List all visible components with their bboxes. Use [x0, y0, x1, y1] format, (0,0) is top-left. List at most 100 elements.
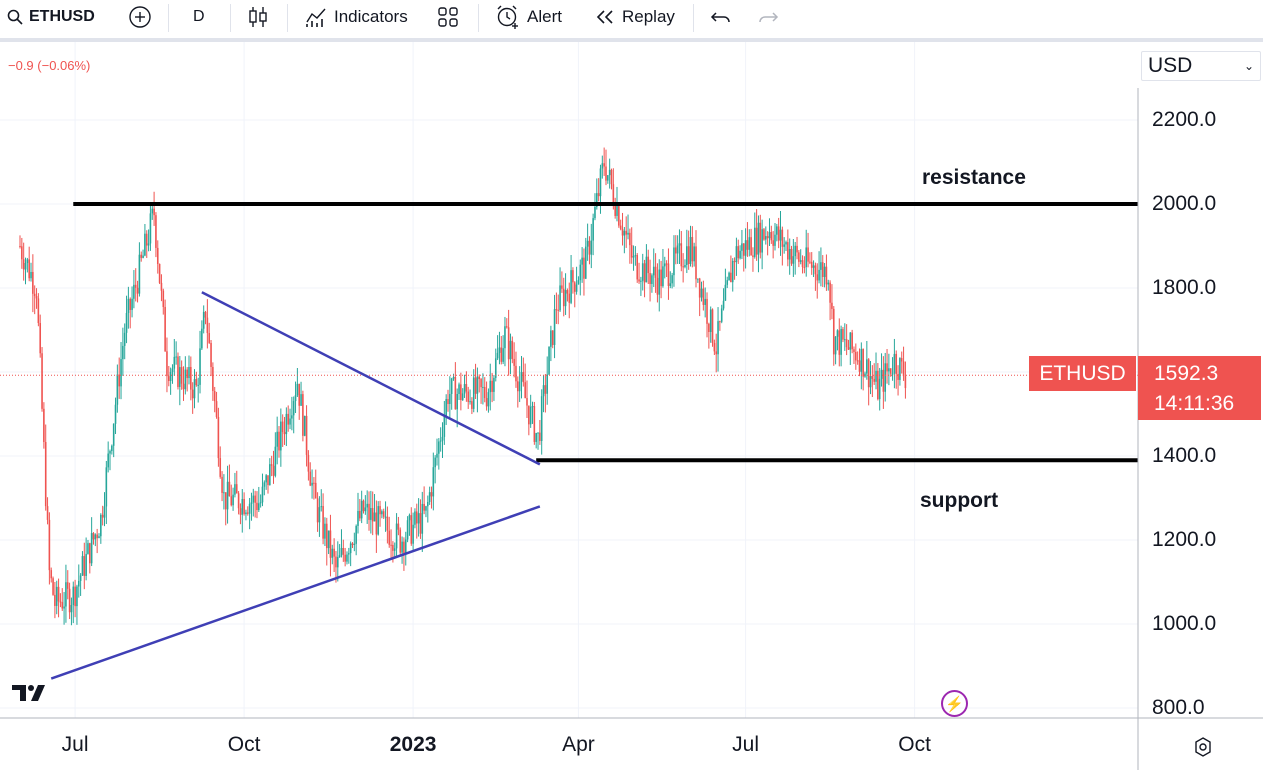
candle-body	[807, 247, 809, 262]
chevron-down-icon: ⌄	[1243, 59, 1254, 73]
candle-body	[232, 494, 234, 506]
candle-body	[348, 553, 350, 555]
symbol-search-button[interactable]: ETHUSD	[7, 0, 95, 34]
candle-body	[711, 309, 714, 343]
candle-body	[658, 269, 661, 295]
undo-button[interactable]	[710, 0, 732, 34]
candle-body	[469, 401, 471, 403]
candle-body	[449, 394, 451, 405]
chart-type-button[interactable]	[247, 0, 269, 34]
candle-body	[781, 229, 784, 247]
candle-body	[436, 453, 438, 458]
indicators-button[interactable]: Indicators	[304, 0, 408, 34]
candle-body	[270, 464, 273, 466]
alert-button[interactable]: Alert	[495, 0, 562, 34]
candle-body	[59, 601, 62, 603]
candle-body	[564, 290, 567, 307]
candle-body	[832, 308, 835, 355]
candle-body	[197, 384, 199, 386]
candle-body	[485, 398, 488, 407]
candle-body	[450, 378, 453, 395]
candle-body	[392, 544, 394, 551]
candle-body	[302, 394, 304, 436]
candle-body	[737, 246, 740, 259]
candle-body	[379, 506, 381, 515]
settings-icon[interactable]	[1193, 737, 1213, 757]
candle-body	[540, 396, 543, 441]
candle-body	[491, 380, 493, 392]
candle-body	[421, 503, 424, 534]
candle-body	[401, 541, 403, 553]
toolbar-border	[0, 38, 1263, 42]
candle-body	[26, 259, 29, 263]
time-tick-label: Jul	[732, 733, 760, 756]
candle-body	[158, 263, 161, 283]
candle-body	[575, 284, 578, 292]
layouts-button[interactable]	[437, 0, 459, 34]
candle-body	[663, 263, 666, 267]
candle-body	[452, 377, 455, 379]
candle-body	[544, 385, 547, 394]
candle-body	[632, 256, 635, 258]
compare-symbol-button[interactable]	[128, 0, 152, 34]
candle-body	[515, 365, 517, 382]
candle-body	[513, 358, 515, 366]
candle-body	[662, 266, 664, 287]
candle-body	[92, 533, 95, 540]
candle-body	[630, 245, 633, 258]
candle-body	[252, 495, 255, 503]
candle-body	[364, 507, 367, 512]
candle-body	[274, 446, 277, 476]
candle-body	[151, 208, 154, 214]
candle-body	[160, 282, 163, 291]
support-annotation[interactable]: support	[920, 489, 999, 512]
candle-body	[415, 511, 418, 524]
candle-body	[724, 284, 727, 301]
resistance-annotation[interactable]: resistance	[922, 166, 1026, 189]
candle-body	[478, 376, 481, 380]
candles	[0, 147, 1138, 626]
candle-body	[300, 394, 302, 406]
tradingview-logo-icon[interactable]	[12, 684, 50, 702]
search-icon	[7, 9, 23, 25]
candle-body	[182, 383, 185, 390]
ascending-trendline	[50, 505, 541, 680]
candle-body	[568, 293, 571, 303]
candle-body	[414, 511, 416, 525]
interval-button[interactable]: D	[193, 0, 205, 34]
candle-body	[313, 482, 315, 484]
candle-body	[856, 360, 859, 362]
candle-body	[570, 270, 572, 303]
candle-body	[360, 500, 363, 519]
lightning-icon[interactable]: ⚡	[941, 690, 968, 717]
candle-body	[656, 277, 659, 295]
candle-body	[338, 555, 341, 558]
price-tick-label: 1200.0	[1152, 528, 1217, 551]
candle-body	[381, 511, 383, 515]
candle-body	[412, 524, 414, 544]
candle-body	[340, 547, 343, 556]
candle-body	[755, 227, 758, 255]
candle-body	[103, 506, 106, 518]
time-tick-label: Oct	[227, 733, 261, 756]
candle-body	[553, 309, 556, 345]
candle-body	[46, 506, 49, 520]
candle-body	[546, 374, 549, 394]
redo-button[interactable]	[757, 0, 779, 34]
candle-body	[144, 233, 146, 256]
candle-body	[821, 262, 824, 277]
candle-body	[886, 363, 888, 372]
candle-body	[788, 248, 791, 260]
currency-selector[interactable]: USD ⌄	[1141, 51, 1261, 81]
candle-body	[230, 496, 233, 506]
replay-button[interactable]: Replay	[594, 0, 675, 34]
toolbar-divider	[168, 4, 169, 32]
candle-body	[882, 369, 885, 392]
candle-body	[810, 261, 813, 268]
candle-body	[590, 240, 593, 255]
candle-body	[893, 353, 896, 374]
candle-body	[199, 348, 201, 385]
candle-body	[267, 475, 269, 486]
candle-body	[48, 519, 51, 571]
